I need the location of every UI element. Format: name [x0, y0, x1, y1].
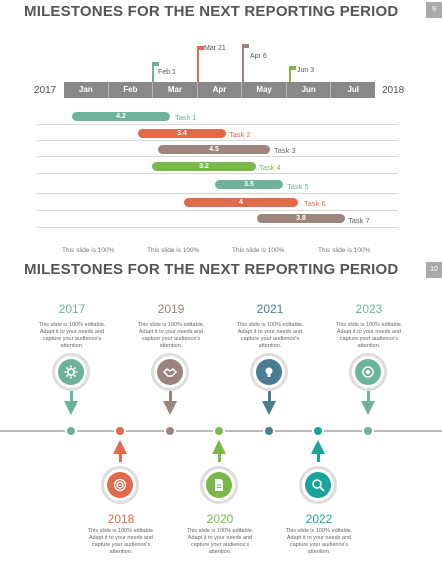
milestone-label: Jun 3 [297, 67, 315, 74]
milestone-label: Feb 1 [158, 69, 176, 76]
task-label: Task 4 [259, 163, 281, 172]
month-label: Mar [153, 82, 198, 98]
pin-arrow [212, 440, 226, 454]
milestone-description: This slide is 100% editable. Adapt it to… [87, 528, 155, 555]
milestone-badge [151, 353, 189, 391]
pin-arrow [262, 401, 276, 415]
timeline-dot [362, 425, 374, 437]
row-divider [36, 227, 398, 228]
task-bar: 3.5 [215, 180, 283, 189]
task-bar: 3.8 [257, 214, 345, 223]
row-divider [36, 156, 398, 157]
task-label: Task 1 [175, 113, 197, 122]
milestone-badge [349, 353, 387, 391]
timeline-dot [65, 425, 77, 437]
pin-stem [217, 454, 221, 462]
footnote-text: This slide is 100% [62, 247, 115, 254]
timeline-dot [114, 425, 126, 437]
pin-arrow [311, 440, 325, 454]
milestone-year: 2020 [206, 512, 234, 526]
milestone-flag-icon [152, 62, 160, 82]
pin-arrow [64, 401, 78, 415]
month-axis: Jan Feb Mar Apr May Jun Jul [64, 82, 375, 98]
milestone-label: Apr 6 [250, 53, 267, 60]
milestone-flag-icon [289, 66, 297, 82]
milestone-year: 2021 [256, 302, 284, 316]
milestone-badge [52, 353, 90, 391]
slide-milestones-timeline: MILESTONES FOR THE NEXT REPORTING PERIOD… [0, 258, 442, 572]
milestone-flag-icon [197, 46, 205, 82]
milestone-badge [200, 466, 238, 504]
task-label: Task 3 [274, 146, 296, 155]
task-bar: 4.5 [158, 145, 270, 154]
milestone-year: 2017 [58, 302, 86, 316]
task-label: Task 2 [229, 130, 251, 139]
task-bar: 3.4 [138, 129, 226, 138]
footnote-text: This slide is 100% [147, 247, 200, 254]
handshake-icon [163, 368, 177, 377]
pin-stem [69, 391, 73, 401]
page-number: 9 [426, 2, 442, 18]
task-bar: 4 [184, 198, 298, 207]
page-number: 10 [426, 262, 442, 278]
bullseye-icon [113, 478, 127, 492]
slide-milestones-gantt: MILESTONES FOR THE NEXT REPORTING PERIOD… [0, 0, 442, 262]
slide-title: MILESTONES FOR THE NEXT REPORTING PERIOD [24, 261, 399, 278]
document-icon [215, 479, 223, 491]
footnote-text: This slide is 100% [318, 247, 371, 254]
timeline-dot [213, 425, 225, 437]
row-divider [36, 173, 398, 174]
month-label: Jan [64, 82, 109, 98]
pin-arrow [163, 401, 177, 415]
pin-stem [118, 454, 122, 462]
task-label: Task 5 [287, 182, 309, 191]
milestone-flag-icon [242, 44, 250, 82]
year-start-label: 2017 [34, 85, 57, 96]
row-divider [36, 140, 398, 141]
pin-stem [316, 454, 320, 462]
pin-arrow [361, 401, 375, 415]
milestone-description: This slide is 100% editable. Adapt it to… [236, 322, 304, 349]
milestone-badge [101, 466, 139, 504]
magnifier-icon [312, 479, 325, 492]
month-label: Apr [198, 82, 243, 98]
month-label: May [242, 82, 287, 98]
task-bar: 3.2 [152, 162, 256, 171]
task-label: Task 7 [348, 216, 370, 225]
task-bar: 4.2 [72, 112, 170, 121]
row-divider [36, 210, 398, 211]
month-label: Jun [287, 82, 332, 98]
timeline-dot [312, 425, 324, 437]
milestone-description: This slide is 100% editable. Adapt it to… [335, 322, 403, 349]
milestone-year: 2019 [157, 302, 185, 316]
month-label: Jul [347, 85, 360, 94]
month-label: Feb [109, 82, 154, 98]
milestone-badge [299, 466, 337, 504]
milestone-description: This slide is 100% editable. Adapt it to… [38, 322, 106, 349]
target-icon [362, 366, 374, 378]
milestone-year: 2023 [355, 302, 383, 316]
milestone-description: This slide is 100% editable. Adapt it to… [186, 528, 254, 555]
footnote-text: This slide is 100% [232, 247, 285, 254]
pin-stem [366, 391, 370, 401]
year-end-label: 2018 [382, 85, 405, 96]
milestone-description: This slide is 100% editable. Adapt it to… [285, 528, 353, 555]
timeline-dot [263, 425, 275, 437]
pin-arrow [113, 440, 127, 454]
slide-title: MILESTONES FOR THE NEXT REPORTING PERIOD [24, 3, 399, 20]
pin-stem [168, 391, 172, 401]
milestone-description: This slide is 100% editable. Adapt it to… [137, 322, 205, 349]
timeline-dot [164, 425, 176, 437]
milestone-label: Mar 21 [204, 45, 226, 52]
row-divider [36, 124, 398, 125]
milestone-badge [250, 353, 288, 391]
row-divider [36, 193, 398, 194]
lightbulb-icon [265, 367, 273, 377]
task-label: Task 6 [304, 199, 326, 208]
milestone-year: 2022 [305, 512, 333, 526]
pin-stem [267, 391, 271, 401]
milestone-year: 2018 [107, 512, 135, 526]
gear-icon [64, 365, 78, 379]
